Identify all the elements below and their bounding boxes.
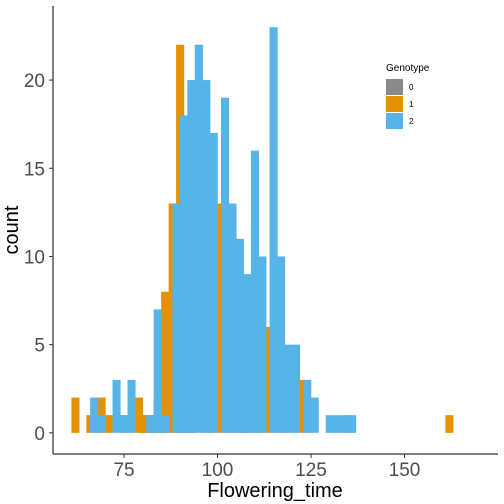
x-tick-label: 75	[113, 460, 134, 481]
bar-genotype-2-24	[303, 379, 312, 433]
bar-genotype-2-15	[228, 203, 237, 433]
legend-swatch-0	[386, 79, 403, 95]
x-tick-label: 100	[202, 460, 234, 481]
bar-genotype-2-9	[179, 115, 188, 433]
legend-swatch-2	[386, 113, 403, 129]
bar-genotype-2-20	[269, 27, 278, 433]
x-tick-label: 125	[295, 460, 327, 481]
bar-genotype-1-0	[71, 397, 80, 433]
x-axis-label: Flowering_time	[207, 480, 343, 502]
y-tick-label: 0	[34, 424, 45, 445]
bar-genotype-2-16	[235, 238, 245, 433]
bar-genotype-2-18	[250, 150, 259, 433]
y-tick-label: 5	[34, 336, 45, 357]
legend-label-2: 2	[409, 117, 414, 126]
bars-layer	[71, 27, 454, 433]
bar-genotype-2-12	[202, 80, 211, 433]
bar-genotype-1-8	[161, 291, 170, 433]
y-axis-label: count	[1, 205, 23, 254]
bar-genotype-2-7	[161, 415, 170, 433]
bar-genotype-1-24	[445, 415, 454, 433]
legend-items: 0 1 2	[386, 79, 414, 129]
bar-genotype-2-19	[258, 256, 267, 433]
bar-genotype-2-2	[112, 379, 121, 433]
legend-title: Genotype	[386, 63, 430, 74]
x-axis-ticks: 75 100 125 150	[113, 454, 420, 481]
bar-genotype-2-4	[127, 379, 136, 433]
bar-genotype-2-13	[209, 132, 218, 433]
bar-genotype-2-5	[146, 415, 155, 433]
bar-genotype-2-17	[243, 274, 252, 433]
bar-genotype-2-25	[310, 397, 319, 433]
bar-genotype-2-28	[340, 415, 349, 433]
legend-swatch-1	[386, 96, 403, 112]
bar-genotype-2-6	[153, 309, 162, 433]
legend-label-1: 1	[409, 100, 414, 109]
y-tick-label: 15	[24, 159, 45, 180]
bar-genotype-2-10	[187, 80, 196, 433]
bar-genotype-1-5	[134, 397, 144, 433]
legend: Genotype 0 1 2	[386, 63, 430, 129]
bar-genotype-2-29	[348, 415, 357, 433]
y-tick-label: 20	[24, 71, 45, 92]
y-axis-ticks: 0 5 10 15 20	[24, 71, 53, 445]
bar-genotype-2-3	[120, 415, 129, 433]
bar-genotype-2-0	[90, 397, 99, 433]
bar-genotype-2-11	[194, 44, 203, 433]
bar-genotype-2-26	[325, 415, 334, 433]
bar-genotype-2-23	[292, 344, 301, 433]
bar-genotype-2-8	[172, 203, 181, 433]
legend-label-0: 0	[409, 83, 414, 92]
bar-genotype-2-1	[97, 415, 106, 433]
bar-genotype-1-3	[105, 415, 114, 433]
y-tick-label: 10	[24, 247, 45, 268]
bar-genotype-2-27	[333, 415, 342, 433]
bar-genotype-2-21	[277, 256, 286, 433]
bar-genotype-2-14	[220, 97, 230, 433]
bar-genotype-2-22	[284, 344, 293, 433]
x-tick-label: 150	[389, 460, 421, 481]
